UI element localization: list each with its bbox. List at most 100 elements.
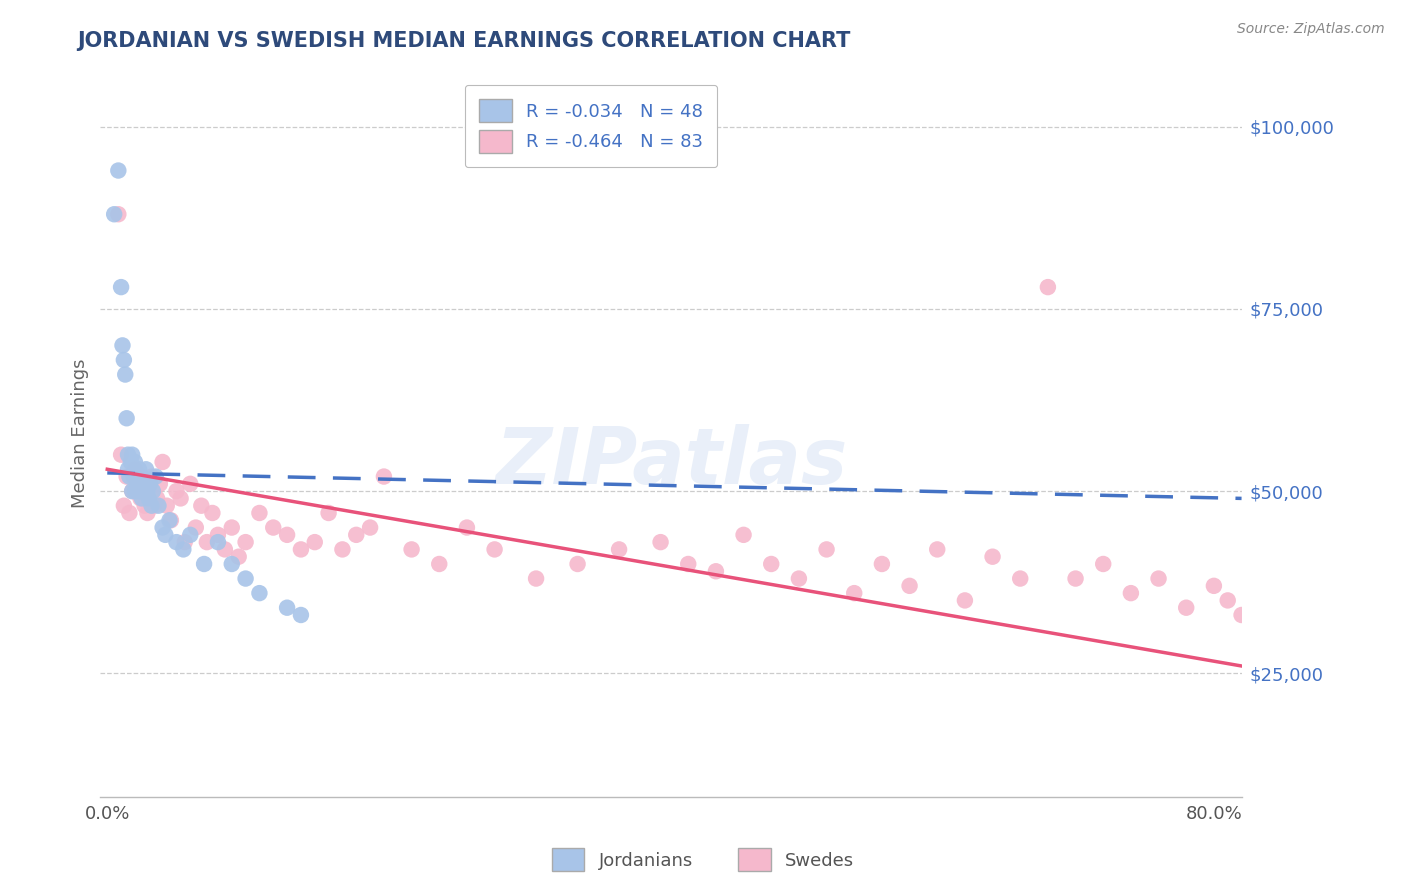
Point xyxy=(524,572,547,586)
Point xyxy=(114,368,136,382)
Point xyxy=(118,469,141,483)
Point xyxy=(870,557,893,571)
Point xyxy=(127,476,149,491)
Point xyxy=(173,535,195,549)
Point xyxy=(117,462,139,476)
Point xyxy=(1258,615,1281,630)
Point xyxy=(121,448,143,462)
Point xyxy=(110,448,132,462)
Point xyxy=(228,549,250,564)
Point xyxy=(138,491,160,506)
Point xyxy=(141,499,163,513)
Point xyxy=(1147,572,1170,586)
Point xyxy=(927,542,949,557)
Point xyxy=(131,469,153,483)
Point xyxy=(134,499,156,513)
Point xyxy=(141,469,163,483)
Point xyxy=(607,542,630,557)
Point xyxy=(733,528,755,542)
Point xyxy=(1285,615,1308,630)
Point xyxy=(427,557,450,571)
Point xyxy=(249,586,271,600)
Point xyxy=(1341,731,1364,746)
Point xyxy=(128,462,150,476)
Point xyxy=(981,549,1004,564)
Point xyxy=(249,506,271,520)
Point xyxy=(484,542,506,557)
Point xyxy=(135,476,157,491)
Point xyxy=(214,542,236,557)
Point xyxy=(456,520,478,534)
Point xyxy=(235,535,257,549)
Point xyxy=(131,469,153,483)
Point xyxy=(276,528,298,542)
Point xyxy=(135,462,157,476)
Point xyxy=(359,520,381,534)
Point xyxy=(134,476,156,491)
Point xyxy=(132,484,155,499)
Point xyxy=(1327,724,1350,739)
Point xyxy=(122,469,145,483)
Point xyxy=(761,557,783,571)
Point xyxy=(207,528,229,542)
Text: JORDANIAN VS SWEDISH MEDIAN EARNINGS CORRELATION CHART: JORDANIAN VS SWEDISH MEDIAN EARNINGS COR… xyxy=(77,31,851,51)
Point xyxy=(142,484,165,499)
Y-axis label: Median Earnings: Median Earnings xyxy=(72,358,89,508)
Point xyxy=(193,557,215,571)
Point xyxy=(115,411,138,425)
Point xyxy=(898,579,921,593)
Point xyxy=(143,499,166,513)
Point xyxy=(373,469,395,483)
Point xyxy=(1036,280,1059,294)
Point xyxy=(107,163,129,178)
Point xyxy=(1092,557,1115,571)
Point xyxy=(567,557,589,571)
Point xyxy=(1230,607,1253,622)
Point xyxy=(128,484,150,499)
Point xyxy=(787,572,810,586)
Point xyxy=(195,535,218,549)
Point xyxy=(127,484,149,499)
Text: ZIPatlas: ZIPatlas xyxy=(495,424,846,500)
Point xyxy=(160,513,183,527)
Point xyxy=(1313,710,1336,724)
Point xyxy=(152,520,174,534)
Point xyxy=(184,520,207,534)
Legend: R = -0.034   N = 48, R = -0.464   N = 83: R = -0.034 N = 48, R = -0.464 N = 83 xyxy=(464,85,717,168)
Point xyxy=(117,448,139,462)
Point xyxy=(235,572,257,586)
Point xyxy=(276,600,298,615)
Point xyxy=(118,506,141,520)
Point xyxy=(262,520,284,534)
Point xyxy=(1202,579,1225,593)
Point xyxy=(152,455,174,469)
Point xyxy=(401,542,423,557)
Point xyxy=(129,484,152,499)
Point xyxy=(344,528,367,542)
Point xyxy=(290,607,312,622)
Point xyxy=(1010,572,1032,586)
Point xyxy=(110,280,132,294)
Point xyxy=(172,542,194,557)
Point xyxy=(650,535,672,549)
Point xyxy=(207,535,229,549)
Point xyxy=(128,484,150,499)
Point xyxy=(678,557,700,571)
Point xyxy=(953,593,976,607)
Point xyxy=(124,484,146,499)
Point xyxy=(1119,586,1142,600)
Point xyxy=(115,469,138,483)
Point xyxy=(318,506,340,520)
Point xyxy=(332,542,354,557)
Point xyxy=(129,476,152,491)
Point xyxy=(121,484,143,499)
Point xyxy=(149,476,172,491)
Point xyxy=(103,207,125,221)
Point xyxy=(1244,586,1267,600)
Point xyxy=(179,476,201,491)
Point xyxy=(107,207,129,221)
Point xyxy=(156,499,179,513)
Point xyxy=(120,455,142,469)
Point xyxy=(112,353,135,368)
Legend: Jordanians, Swedes: Jordanians, Swedes xyxy=(544,841,862,879)
